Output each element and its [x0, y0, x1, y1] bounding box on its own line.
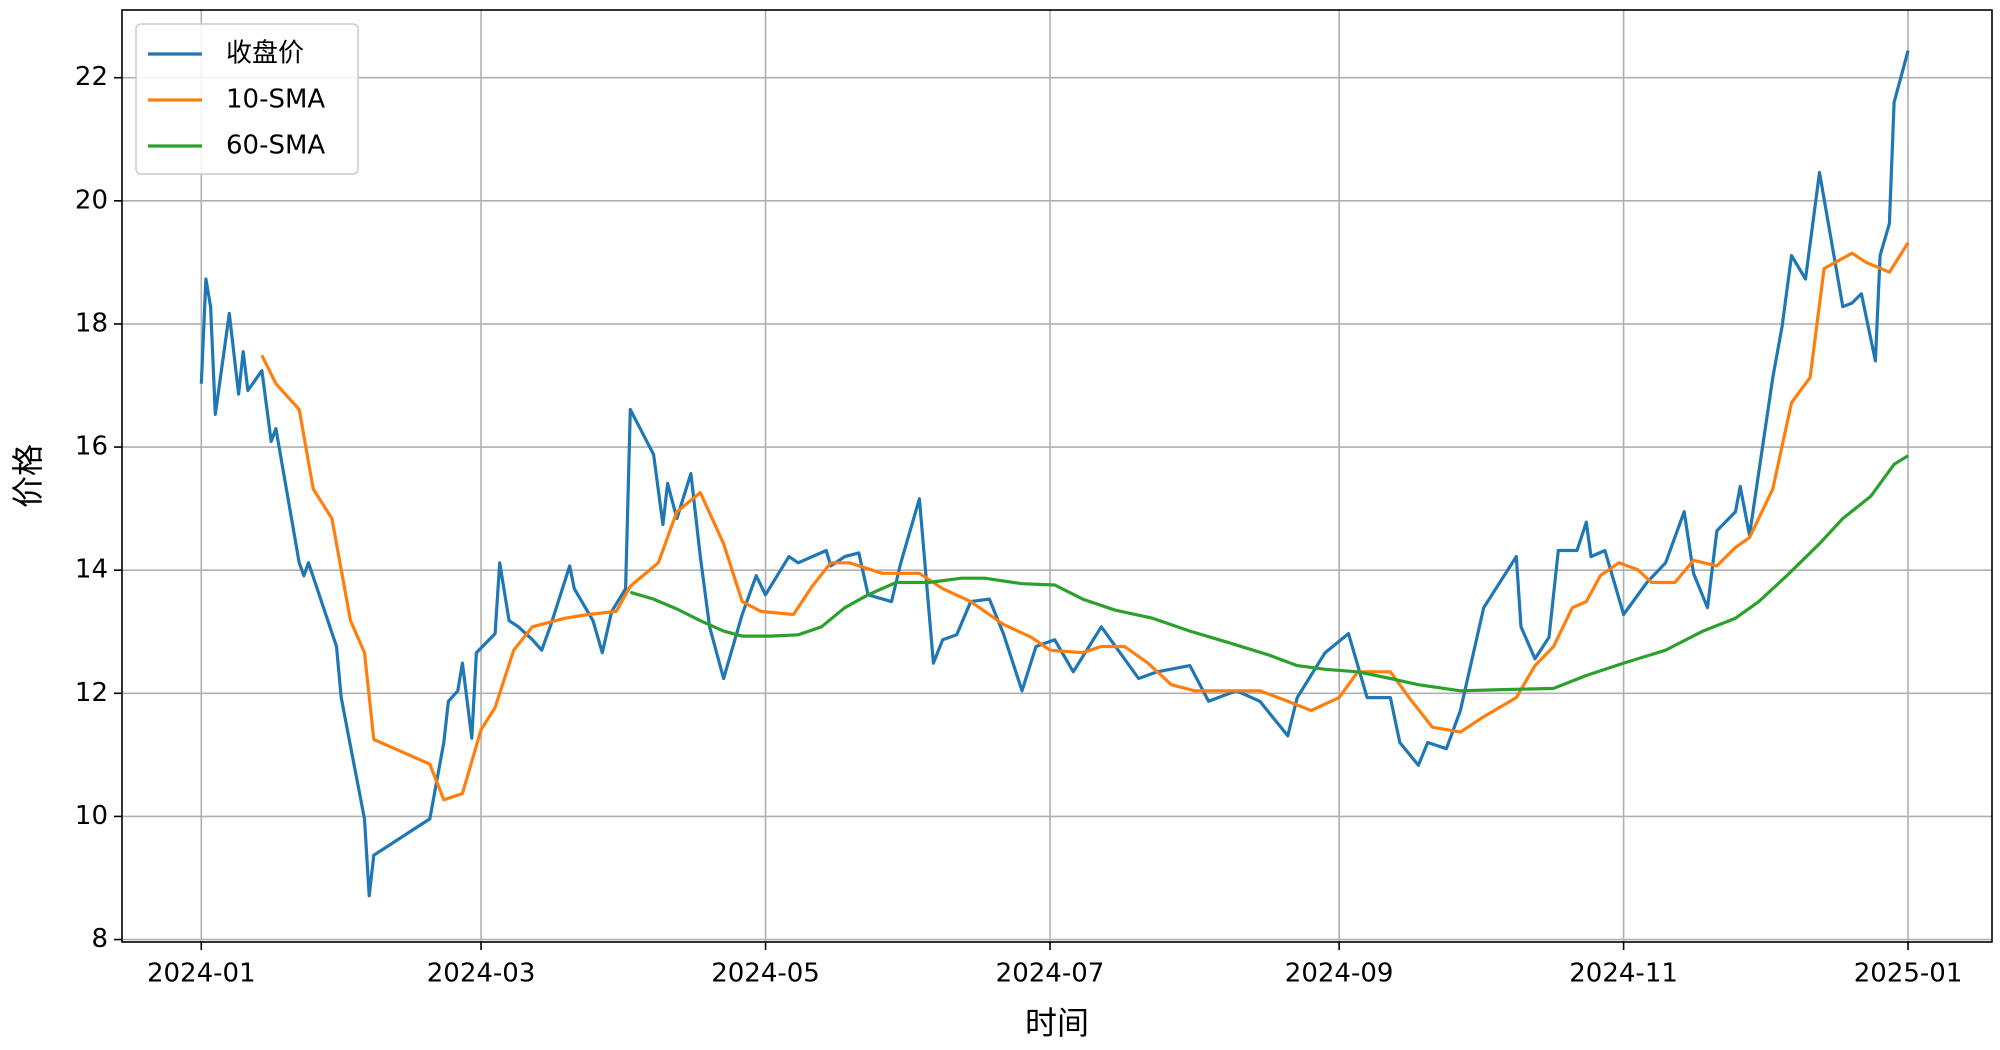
- x-tick-label: 2024-01: [147, 959, 256, 989]
- line-series: [260, 241, 1910, 802]
- x-tick-label: 2025-01: [1854, 959, 1963, 989]
- y-tick-label: 10: [75, 801, 108, 831]
- x-tick-label: 2024-07: [996, 959, 1105, 989]
- legend-label: 10-SMA: [226, 85, 325, 115]
- line-series: [629, 454, 1909, 693]
- x-tick-label: 2024-03: [427, 959, 536, 989]
- legend-label: 收盘价: [226, 39, 304, 69]
- y-tick-label: 22: [75, 62, 108, 92]
- x-tick-label: 2024-05: [711, 959, 820, 989]
- line-series: [199, 50, 1910, 898]
- y-tick-label: 20: [75, 185, 108, 215]
- y-tick-label: 14: [75, 555, 108, 585]
- y-tick-label: 18: [75, 308, 108, 338]
- legend-label: 60-SMA: [226, 131, 325, 161]
- y-tick-label: 16: [75, 432, 108, 462]
- y-tick-label: 12: [75, 678, 108, 708]
- y-axis-label: 价格: [9, 444, 47, 508]
- x-tick-label: 2024-11: [1569, 959, 1678, 989]
- x-axis-label: 时间: [1025, 1004, 1089, 1042]
- x-tick-label: 2024-09: [1285, 959, 1394, 989]
- plot-frame: [121, 9, 1993, 943]
- legend-box: [135, 23, 359, 175]
- y-tick-label: 8: [91, 924, 108, 954]
